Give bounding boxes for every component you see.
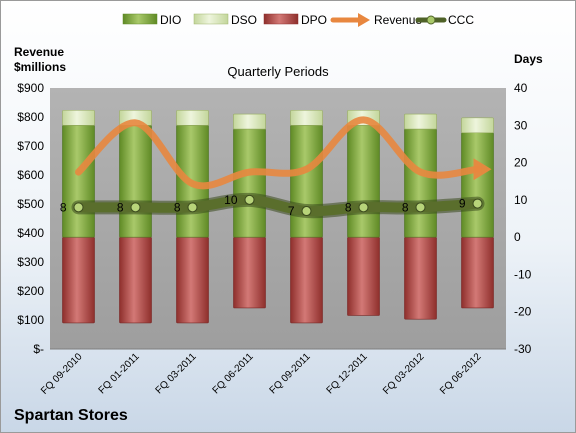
ccc-series: 8 8 8 10 7 8 8 9 <box>60 192 485 219</box>
ccc-point <box>73 202 84 213</box>
legend-dio-label: DIO <box>160 13 181 27</box>
x-axis-tick-label: FQ 03-2011 <box>154 351 199 396</box>
ccc-data-label: 8 <box>117 200 124 214</box>
bar-dso <box>404 113 437 130</box>
ccc-point <box>415 202 426 213</box>
bar-dpo <box>233 236 266 309</box>
ccc-point <box>301 206 312 217</box>
ccc-data-label: 10 <box>224 193 238 207</box>
ccc-point <box>472 198 483 209</box>
right-axis-tick-label: -30 <box>514 342 532 356</box>
bar-dio <box>404 128 437 238</box>
bar-dio <box>233 128 266 238</box>
bar-dso <box>233 113 266 130</box>
legend-ccc-label: CCC <box>448 13 474 27</box>
bar-dpo <box>404 236 437 320</box>
bar-dso <box>461 117 494 134</box>
bar-dpo <box>62 236 95 324</box>
bar-dio <box>461 132 494 238</box>
bar-dpo <box>461 236 494 309</box>
right-axis-ticks: -30 -20 -10 0 10 20 30 40 <box>514 81 532 356</box>
legend: DIO DSO DPO Revenue CCC <box>122 13 474 27</box>
revenue-series <box>75 116 492 190</box>
x-axis-tick-label: FQ 03-2012 <box>381 351 427 397</box>
revenue-arrowhead <box>473 158 492 181</box>
bar-dpo <box>119 236 152 324</box>
left-axis-tick-label: $900 <box>17 81 44 95</box>
x-axis-tick-label: FQ 01-2011 <box>97 351 142 396</box>
ccc-data-label: 7 <box>288 204 295 218</box>
ccc-data-label: 8 <box>174 200 181 214</box>
revenue-line <box>75 116 481 190</box>
bar-dpo <box>290 236 323 324</box>
left-axis-tick-label: $500 <box>17 197 44 211</box>
company-name: Spartan Stores <box>14 407 128 424</box>
left-axis-ticks: $- $100 $200 $300 $400 $500 $600 $700 $800 $900 <box>17 81 44 356</box>
right-axis-tick-label: 10 <box>514 193 528 207</box>
legend-dso-swatch <box>193 13 229 25</box>
x-axis-tick-label: FQ 09-2010 <box>39 351 85 397</box>
bar-dpo <box>176 236 209 324</box>
left-axis-label-line2: $millions <box>14 60 66 74</box>
left-axis-tick-label: $700 <box>17 139 44 153</box>
legend-dso-label: DSO <box>231 13 257 27</box>
right-axis-tick-label: -20 <box>514 305 532 319</box>
x-axis-tick-label: FQ 06-2011 <box>211 351 256 396</box>
bar-dio <box>119 124 152 238</box>
ccc-data-label: 8 <box>402 200 409 214</box>
ccc-point <box>358 202 369 213</box>
right-axis-tick-label: 40 <box>514 81 528 95</box>
left-axis-tick-label: $600 <box>17 168 44 182</box>
bar-dio <box>347 124 380 238</box>
right-axis-tick-label: 20 <box>514 156 528 170</box>
legend-ccc-marker <box>426 15 436 25</box>
ccc-data-label: 8 <box>345 200 352 214</box>
x-axis-tick-label: FQ 06-2012 <box>438 351 484 397</box>
bar-dio <box>290 124 323 238</box>
left-axis-tick-label: $800 <box>17 110 44 124</box>
left-axis-tick-label: $100 <box>17 313 44 327</box>
left-axis-label-line1: Revenue <box>14 45 64 59</box>
left-axis-tick-label: $300 <box>17 255 44 269</box>
left-axis-tick-label: $200 <box>17 284 44 298</box>
x-axis-tick-label: FQ 12-2011 <box>325 351 370 396</box>
bar-dpo <box>347 236 380 316</box>
legend-dpo-swatch <box>263 13 299 25</box>
bar-dso <box>62 110 95 126</box>
right-axis-tick-label: -10 <box>514 267 532 281</box>
chart-title: Quarterly Periods <box>227 64 329 79</box>
ccc-point <box>187 202 198 213</box>
ccc-data-label: 8 <box>60 200 67 214</box>
bar-dso <box>290 110 323 126</box>
bar-dio <box>62 124 95 238</box>
left-axis-tick-label: $- <box>33 342 44 356</box>
legend-revenue-label: Revenue <box>374 13 422 27</box>
right-axis-tick-label: 0 <box>514 230 521 244</box>
ccc-point <box>244 194 255 205</box>
x-axis-tick-label: FQ 09-2011 <box>268 351 313 396</box>
ccc-point <box>130 202 141 213</box>
x-axis-labels: FQ 09-2010 FQ 01-2011 FQ 03-2011 FQ 06-2011… <box>39 351 484 397</box>
right-axis-tick-label: 30 <box>514 118 528 132</box>
legend-revenue-arrowhead <box>358 13 370 27</box>
legend-dio-swatch <box>122 13 158 25</box>
legend-dpo-label: DPO <box>301 13 327 27</box>
right-axis-label: Days <box>514 52 543 66</box>
bar-dso <box>176 110 209 126</box>
left-axis-tick-label: $400 <box>17 226 44 240</box>
ccc-data-label: 9 <box>459 197 466 211</box>
